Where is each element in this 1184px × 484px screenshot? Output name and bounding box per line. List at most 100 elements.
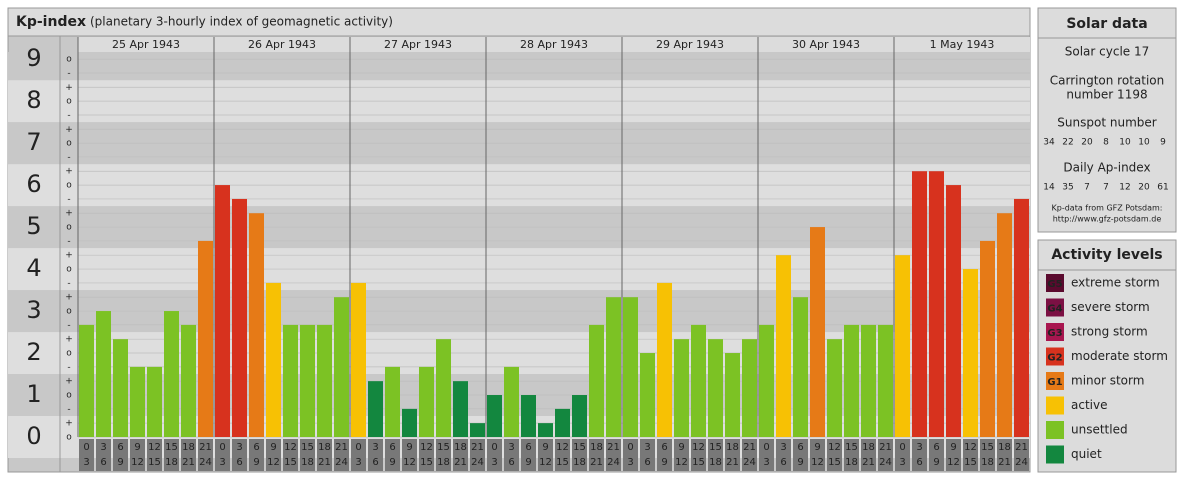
slot-start: 18 [454, 442, 467, 453]
slot-start: 18 [862, 442, 875, 453]
slot-box [130, 439, 145, 471]
bar [844, 324, 859, 437]
chart-subtitle: (planetary 3-hourly index of geomagnetic… [90, 15, 393, 29]
bar [929, 171, 944, 438]
slot-end: 9 [253, 457, 259, 468]
bar [79, 324, 94, 437]
y-minor-label: - [67, 152, 70, 162]
y-minor-label: o [66, 349, 72, 359]
legend-code: G3 [1047, 328, 1062, 339]
slot-start: 0 [899, 442, 905, 453]
slot-start: 3 [644, 442, 650, 453]
legend-label: minor storm [1071, 374, 1144, 388]
y-minor-label: - [67, 404, 70, 414]
y-tick-label: 3 [26, 296, 41, 324]
slot-start: 3 [236, 442, 242, 453]
bar [674, 339, 689, 437]
activity-title: Activity levels [1051, 247, 1162, 263]
slot-end: 6 [508, 457, 514, 468]
slot-start: 9 [814, 442, 820, 453]
sunspot-value: 10 [1138, 138, 1150, 148]
bar [96, 311, 111, 437]
slot-start: 21 [1015, 442, 1028, 453]
bar [164, 311, 179, 437]
slot-box [113, 439, 128, 471]
y-minor-label: - [67, 110, 70, 120]
y-minor-label: + [65, 293, 73, 303]
y-tick-label: 0 [26, 422, 41, 450]
slot-end: 12 [403, 457, 416, 468]
legend-code: G5 [1047, 279, 1062, 290]
legend-swatch [1046, 396, 1064, 415]
slot-box [317, 439, 332, 471]
y-band [8, 52, 1030, 81]
slot-start: 12 [964, 442, 977, 453]
slot-start: 18 [726, 442, 739, 453]
slot-start: 6 [661, 442, 667, 453]
slot-box [521, 439, 536, 471]
bar [147, 366, 162, 437]
bar [793, 297, 808, 437]
slot-end: 18 [709, 457, 722, 468]
legend-label: severe storm [1071, 300, 1150, 314]
bar [1014, 198, 1029, 437]
bar [997, 213, 1012, 437]
slot-box [368, 439, 383, 471]
slot-start: 3 [916, 442, 922, 453]
bar [232, 198, 247, 437]
legend-label: unsettled [1071, 423, 1128, 437]
slot-start: 15 [301, 442, 314, 453]
slot-box [691, 439, 706, 471]
sunspot-title: Sunspot number [1057, 116, 1156, 130]
y-minor-label: + [65, 335, 73, 345]
slot-end: 6 [236, 457, 242, 468]
slot-end: 6 [372, 457, 378, 468]
slot-start: 9 [134, 442, 140, 453]
y-tick-label: 5 [26, 212, 41, 240]
slot-box [504, 439, 519, 471]
bar [708, 339, 723, 437]
slot-end: 3 [355, 457, 361, 468]
slot-end: 3 [491, 457, 497, 468]
sunspot-value: 9 [1160, 138, 1166, 148]
slot-end: 12 [267, 457, 280, 468]
legend-swatch [1046, 323, 1064, 341]
bar [572, 395, 587, 437]
slot-end: 21 [182, 457, 195, 468]
y-minor-label: - [67, 362, 70, 372]
slot-end: 24 [471, 457, 484, 468]
bar [419, 366, 434, 437]
ap-value: 14 [1043, 183, 1055, 193]
slot-box [147, 439, 162, 471]
slot-end: 24 [879, 457, 892, 468]
slot-box [589, 439, 604, 471]
slot-box [453, 439, 468, 471]
slot-start: 9 [678, 442, 684, 453]
slot-end: 3 [899, 457, 905, 468]
slot-box [300, 439, 315, 471]
bar [113, 339, 128, 437]
slot-start: 15 [845, 442, 858, 453]
slot-end: 24 [335, 457, 348, 468]
bar [691, 324, 706, 437]
chart-title: Kp-index [16, 14, 86, 30]
slot-box [334, 439, 349, 471]
bar [283, 324, 298, 437]
bar [776, 255, 791, 437]
slot-box [419, 439, 434, 471]
bar [623, 297, 638, 437]
slot-box [572, 439, 587, 471]
bar [980, 240, 995, 437]
slot-box [844, 439, 859, 471]
slot-end: 21 [998, 457, 1011, 468]
slot-box [895, 439, 910, 471]
slot-start: 3 [100, 442, 106, 453]
bar [555, 408, 570, 437]
slot-box [164, 439, 179, 471]
slot-end: 15 [148, 457, 161, 468]
y-minor-label: - [67, 68, 70, 78]
bar [181, 324, 196, 437]
solar-cycle: Solar cycle 17 [1065, 45, 1150, 59]
bar [334, 297, 349, 437]
slot-end: 15 [964, 457, 977, 468]
